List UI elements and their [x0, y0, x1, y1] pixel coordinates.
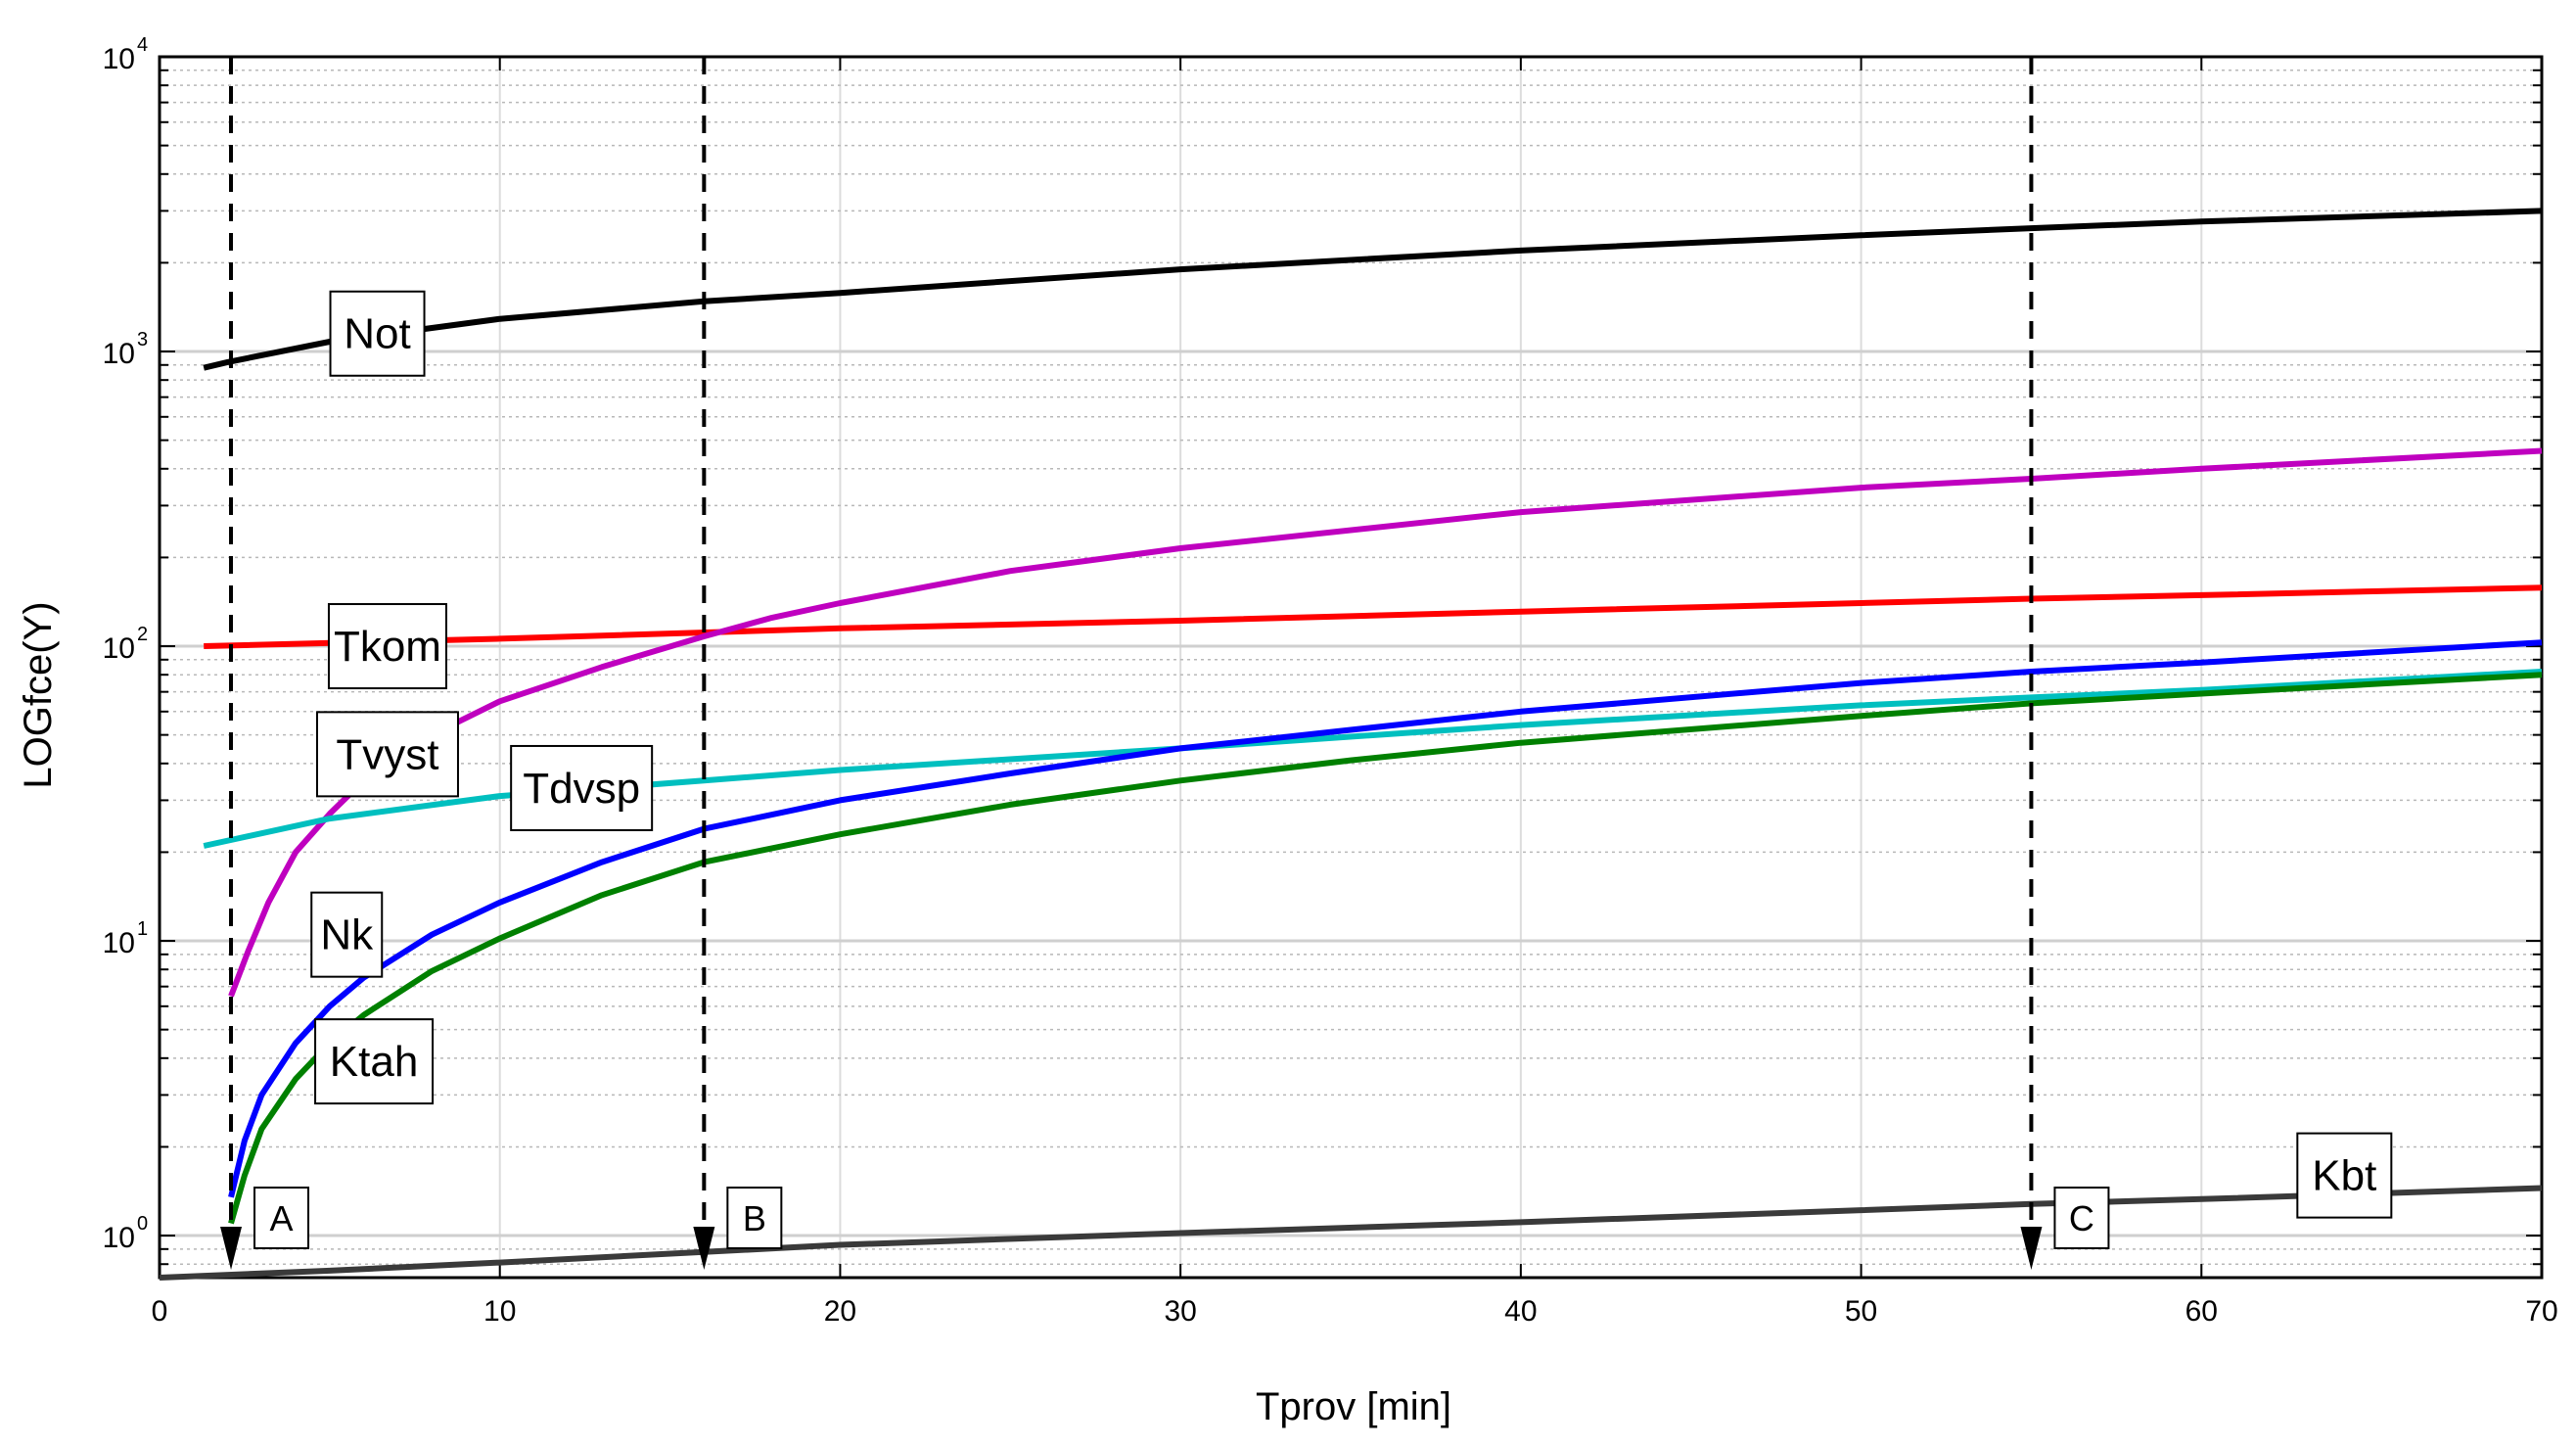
- marker-arrow-icon: [693, 1227, 715, 1270]
- series-label-nk: Nk: [320, 911, 374, 959]
- y-tick-label: 10: [103, 338, 135, 370]
- x-tick-label: 60: [2185, 1295, 2218, 1328]
- y-tick-exponent: 1: [137, 918, 148, 940]
- plot-border: [158, 55, 2544, 1280]
- x-tick-label: 70: [2525, 1295, 2557, 1328]
- x-tick-label: 40: [1504, 1295, 1537, 1328]
- marker-box: [2053, 1187, 2110, 1249]
- series-label-box: [2296, 1132, 2393, 1219]
- y-tick-label: 10: [103, 43, 135, 75]
- series-line-kbt: [159, 1185, 2543, 1281]
- y-tick-exponent: 3: [137, 329, 148, 350]
- marker-box: [726, 1187, 783, 1249]
- series-label-box: [314, 1018, 435, 1105]
- series-label-not: Not: [344, 310, 410, 358]
- series-labels: Not Tkom Tvyst Tdvsp Nk Ktah Kbt: [310, 290, 2393, 1219]
- x-axis-label: Tprov [min]: [1256, 1385, 1451, 1428]
- series-label-tdvsp: Tdvsp: [523, 765, 640, 813]
- marker-arrow-icon: [2020, 1227, 2043, 1270]
- marker-label-b: B: [743, 1198, 766, 1238]
- series-label-box: [315, 711, 459, 798]
- series-line-tvyst: [228, 447, 2543, 998]
- x-tick-label: 0: [152, 1295, 168, 1328]
- y-tick-exponent: 0: [137, 1213, 148, 1235]
- y-tick-label: 10: [103, 1222, 135, 1254]
- series-lines: [159, 208, 2543, 1281]
- series-line-tkom: [204, 584, 2543, 649]
- series-label-kbt: Kbt: [2312, 1152, 2376, 1200]
- series-label-box: [329, 290, 426, 377]
- series-label-tvyst: Tvyst: [336, 730, 438, 778]
- y-axis-label: LOGfce(Y): [17, 601, 60, 788]
- event-markers: A B C: [220, 57, 2110, 1270]
- series-line-not: [203, 208, 2543, 371]
- y-tick-exponent: 2: [137, 624, 148, 645]
- y-tick-exponent: 4: [137, 34, 148, 56]
- marker-label-c: C: [2069, 1198, 2094, 1238]
- series-line-nk: [228, 639, 2543, 1198]
- series-label-tkom: Tkom: [334, 623, 441, 671]
- grid: [159, 55, 2543, 1278]
- x-tick-label: 50: [1845, 1295, 1877, 1328]
- plot-frame: [158, 55, 2544, 1280]
- series-label-box: [327, 603, 447, 690]
- series-label-ktah: Ktah: [330, 1038, 419, 1086]
- y-tick-label: 10: [103, 632, 135, 665]
- series-label-box: [310, 891, 384, 978]
- series-label-box: [510, 744, 654, 831]
- y-tick-label: 10: [103, 927, 135, 959]
- x-tick-label: 20: [824, 1295, 856, 1328]
- x-tick-label: 10: [483, 1295, 516, 1328]
- marker-box: [253, 1187, 310, 1249]
- marker-label-a: A: [270, 1198, 294, 1238]
- marker-arrow-icon: [220, 1227, 243, 1270]
- x-tick-label: 30: [1164, 1295, 1196, 1328]
